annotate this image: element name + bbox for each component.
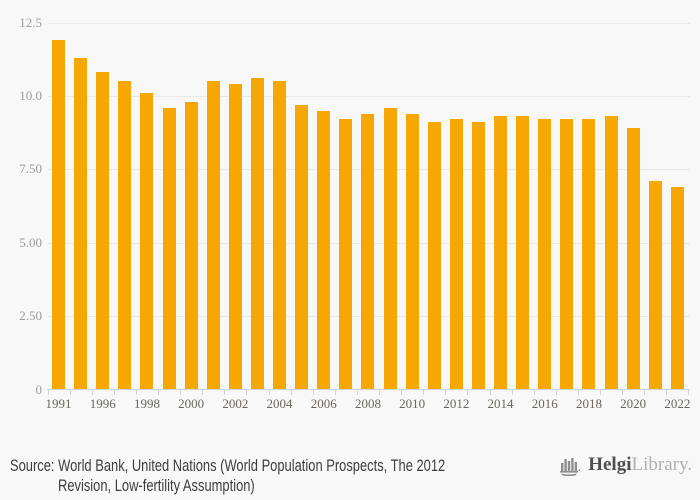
axis-tick [202,390,204,395]
axis-tick [312,390,314,395]
gridline [48,22,690,24]
bar-2016[interactable] [538,119,552,390]
axis-tick [467,390,469,395]
bar-2003[interactable] [250,78,264,390]
x-axis-label: 2006 [310,396,337,411]
bar-1999[interactable] [162,107,176,390]
y-axis-label: 12.5 [19,14,42,30]
x-axis-label: 2016 [531,396,558,411]
bar-2021[interactable] [648,181,662,390]
axis-tick [688,390,690,395]
x-axis-label: 2022 [664,396,691,411]
x-axis-label: 2010 [399,396,426,411]
x-axis-label: 2002 [222,396,249,411]
axis-tick [69,390,71,395]
y-axis-label: 5.00 [19,234,42,250]
source-text-line1: Source: World Bank, United Nations (Worl… [10,456,446,475]
axis-tick [158,390,159,395]
y-axis-label: 0 [35,381,43,397]
logo-text-library: Library. [631,454,693,475]
bar-2020[interactable] [626,128,640,390]
axis-tick [246,390,248,395]
bar-1991[interactable] [52,40,66,390]
x-axis-label: 2012 [443,396,470,411]
axis-tick [91,390,93,395]
axis-tick [401,390,403,395]
x-axis-label: 2018 [575,396,602,411]
x-axis-label: 2014 [487,396,514,411]
bar-2012[interactable] [449,119,463,390]
axis-tick [555,390,557,395]
bar-1996[interactable] [96,72,110,390]
x-axis-label: 2004 [266,396,293,411]
bar-2011[interactable] [427,122,441,390]
axis-tick [622,390,624,395]
axis-tick [445,390,447,395]
bar-2009[interactable] [383,107,397,390]
axis-tick [334,390,336,395]
axis-tick [644,390,646,395]
source-attribution: Source: World Bank, United Nations (Worl… [10,456,583,496]
x-axis-label: 2020 [620,396,647,411]
bar-2005[interactable] [295,104,309,390]
axis-tick [47,390,49,395]
helgi-library-logo[interactable]: HelgiLibrary. [559,454,692,476]
axis-tick [135,390,137,395]
bar-2013[interactable] [471,122,485,390]
bar-2019[interactable] [604,116,618,390]
axis-tick [577,390,579,395]
axis-tick [600,390,601,395]
x-axis-label: 2008 [354,396,381,411]
axis-tick [423,390,425,395]
chart-footer: Source: World Bank, United Nations (Worl… [0,450,700,500]
bar-2018[interactable] [582,119,596,390]
axis-tick [290,390,292,395]
bar-2010[interactable] [405,113,419,390]
axis-tick [379,390,380,395]
axis-tick [533,390,535,395]
bar-chart: 12.5 10.0 7.50 5.00 2.50 0 1991 1996 1998 2000 200… [19,14,691,412]
x-axis-label: 1996 [89,396,116,411]
x-axis-label: 1991 [45,396,72,411]
bar-1998[interactable] [140,92,154,390]
helgi-logo-icon [560,458,581,476]
y-axis-label: 2.50 [19,308,42,324]
bar-2014[interactable] [494,116,508,390]
x-axis-label: 1998 [133,396,160,411]
bar-2017[interactable] [560,119,574,390]
bar-2015[interactable] [516,116,530,390]
bar-2007[interactable] [339,119,353,390]
axis-tick [666,390,668,395]
bar-1997[interactable] [118,81,132,390]
axis-tick [489,390,491,395]
bar-2008[interactable] [361,113,375,390]
axis-tick [180,390,182,395]
bar-2000[interactable] [184,101,198,390]
axis-tick [511,390,513,395]
gridline [48,95,690,97]
logo-text-helgi: Helgi [588,454,632,475]
axis-tick [356,390,358,395]
bar-1994[interactable] [74,57,88,390]
axis-tick [113,390,115,395]
x-axis-line [47,389,690,390]
x-axis-label: 2000 [178,396,205,411]
bar-2006[interactable] [317,110,331,390]
bar-2002[interactable] [228,84,242,390]
source-text-line2: Revision, Low-fertility Assumption) [58,476,255,495]
axis-tick [224,390,226,395]
y-axis-label: 10.0 [19,87,42,103]
bar-2001[interactable] [206,81,220,390]
axis-tick [268,390,270,395]
y-axis-label: 7.50 [19,161,42,177]
bar-2004[interactable] [273,81,287,390]
bar-2022[interactable] [670,186,684,390]
